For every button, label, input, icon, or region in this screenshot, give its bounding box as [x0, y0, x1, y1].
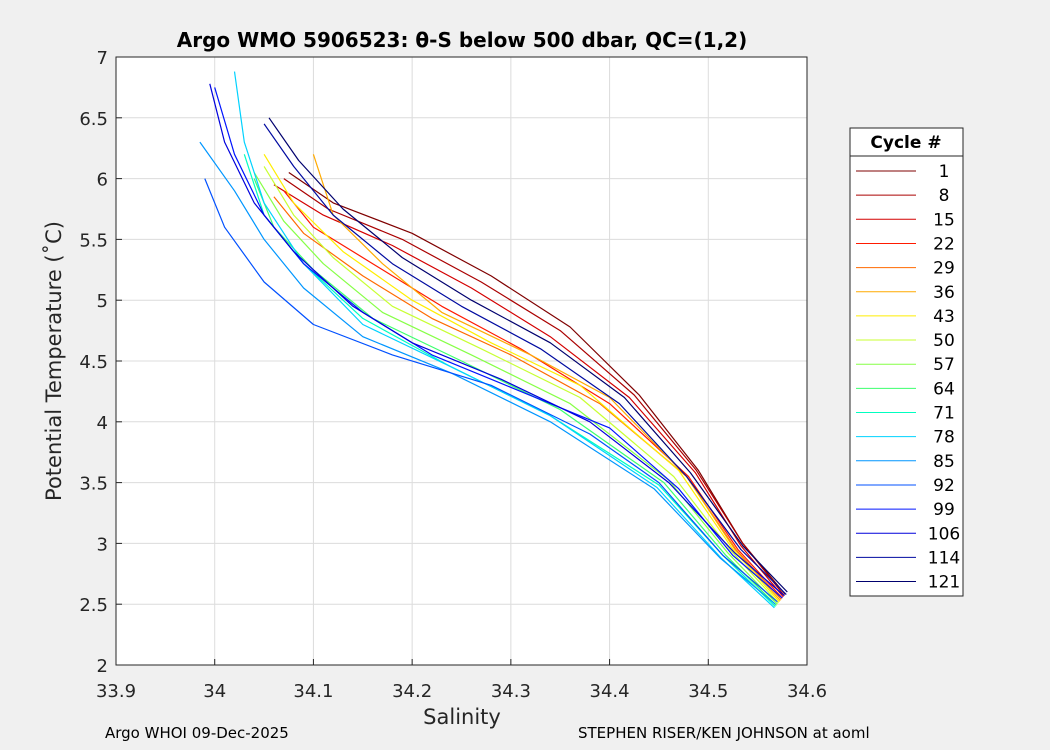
legend-label-cycle-1: 1 [939, 162, 950, 182]
legend-label-cycle-8: 8 [939, 186, 950, 206]
y-tick-label: 2 [97, 656, 108, 677]
series-line-cycle-50 [263, 166, 779, 604]
y-tick-label: 5.5 [79, 230, 108, 251]
series-line-cycle-106 [209, 83, 785, 597]
y-tick-label: 4 [97, 413, 108, 434]
series-layer [199, 71, 788, 609]
legend-label-cycle-121: 121 [928, 573, 960, 593]
y-axis-label: Potential Temperature (˚C) [42, 221, 66, 501]
x-tick-label: 34.4 [590, 681, 630, 702]
x-tick-label: 33.9 [96, 681, 136, 702]
legend-label-cycle-57: 57 [933, 355, 955, 375]
series-line-cycle-8 [283, 178, 785, 597]
series-line-cycle-85 [199, 141, 776, 605]
x-tick-label: 34.3 [491, 681, 531, 702]
legend-label-cycle-114: 114 [928, 548, 960, 568]
x-tick-label: 34.6 [787, 681, 827, 702]
x-tick-label: 34.2 [392, 681, 432, 702]
legend-label-cycle-22: 22 [933, 234, 955, 254]
series-line-cycle-92 [204, 178, 778, 603]
legend-label-cycle-78: 78 [933, 428, 955, 448]
legend-label-cycle-36: 36 [933, 283, 955, 303]
series-line-cycle-57 [253, 172, 778, 605]
legend-label-cycle-29: 29 [933, 259, 955, 279]
y-tick-label: 7 [97, 48, 108, 69]
legend-label-cycle-15: 15 [933, 210, 955, 230]
legend-label-cycle-71: 71 [933, 404, 955, 424]
x-axis-label: Salinity [423, 705, 501, 729]
y-tick-label: 4.5 [79, 352, 108, 373]
legend-label-cycle-50: 50 [933, 331, 955, 351]
x-tick-label: 34.5 [688, 681, 728, 702]
legend-label-cycle-92: 92 [933, 476, 955, 496]
series-line-cycle-22 [283, 190, 783, 599]
y-tick-label: 3 [97, 534, 108, 555]
legend-box [849, 127, 964, 597]
series-line-cycle-64 [253, 178, 777, 606]
series-line-cycle-114 [263, 123, 787, 595]
x-tick-label: 34 [203, 681, 226, 702]
legend-label-cycle-106: 106 [928, 524, 960, 544]
series-line-cycle-43 [263, 153, 780, 603]
legend-items: 1 8 15 22 29 36 43 50 57 64 71 78 85 92 99 106 114 121 [856, 162, 960, 593]
y-tick-label: 6.5 [79, 109, 108, 130]
legend-label-cycle-43: 43 [933, 307, 955, 327]
y-tick-label: 6 [97, 170, 108, 191]
y-ticks: 2 2.5 3 3.5 4 4.5 5 5.5 6 6.5 7 [79, 48, 122, 677]
legend-label-cycle-99: 99 [933, 500, 955, 520]
footer-pi: STEPHEN RISER/KEN JOHNSON at aoml [578, 724, 870, 742]
legend-label-cycle-85: 85 [933, 452, 955, 472]
x-ticks: 33.9 34 34.1 34.2 34.3 34.4 34.5 34.6 [96, 659, 827, 702]
series-line-cycle-121 [268, 117, 788, 593]
legend-label-cycle-64: 64 [933, 379, 955, 399]
legend-title: Cycle # [870, 133, 941, 153]
series-line-cycle-36 [312, 154, 781, 601]
y-tick-label: 2.5 [79, 595, 108, 616]
legend: Cycle # 18152229364350576471788592991061… [849, 127, 964, 597]
series-line-cycle-99 [214, 87, 783, 599]
series-line-cycle-78 [233, 71, 775, 609]
chart-title: Argo WMO 5906523: θ-S below 500 dbar, QC… [177, 28, 747, 52]
y-tick-label: 5 [97, 291, 108, 312]
x-tick-label: 34.1 [293, 681, 333, 702]
footer-source: Argo WHOI 09-Dec-2025 [105, 724, 289, 742]
y-tick-label: 3.5 [79, 474, 108, 495]
